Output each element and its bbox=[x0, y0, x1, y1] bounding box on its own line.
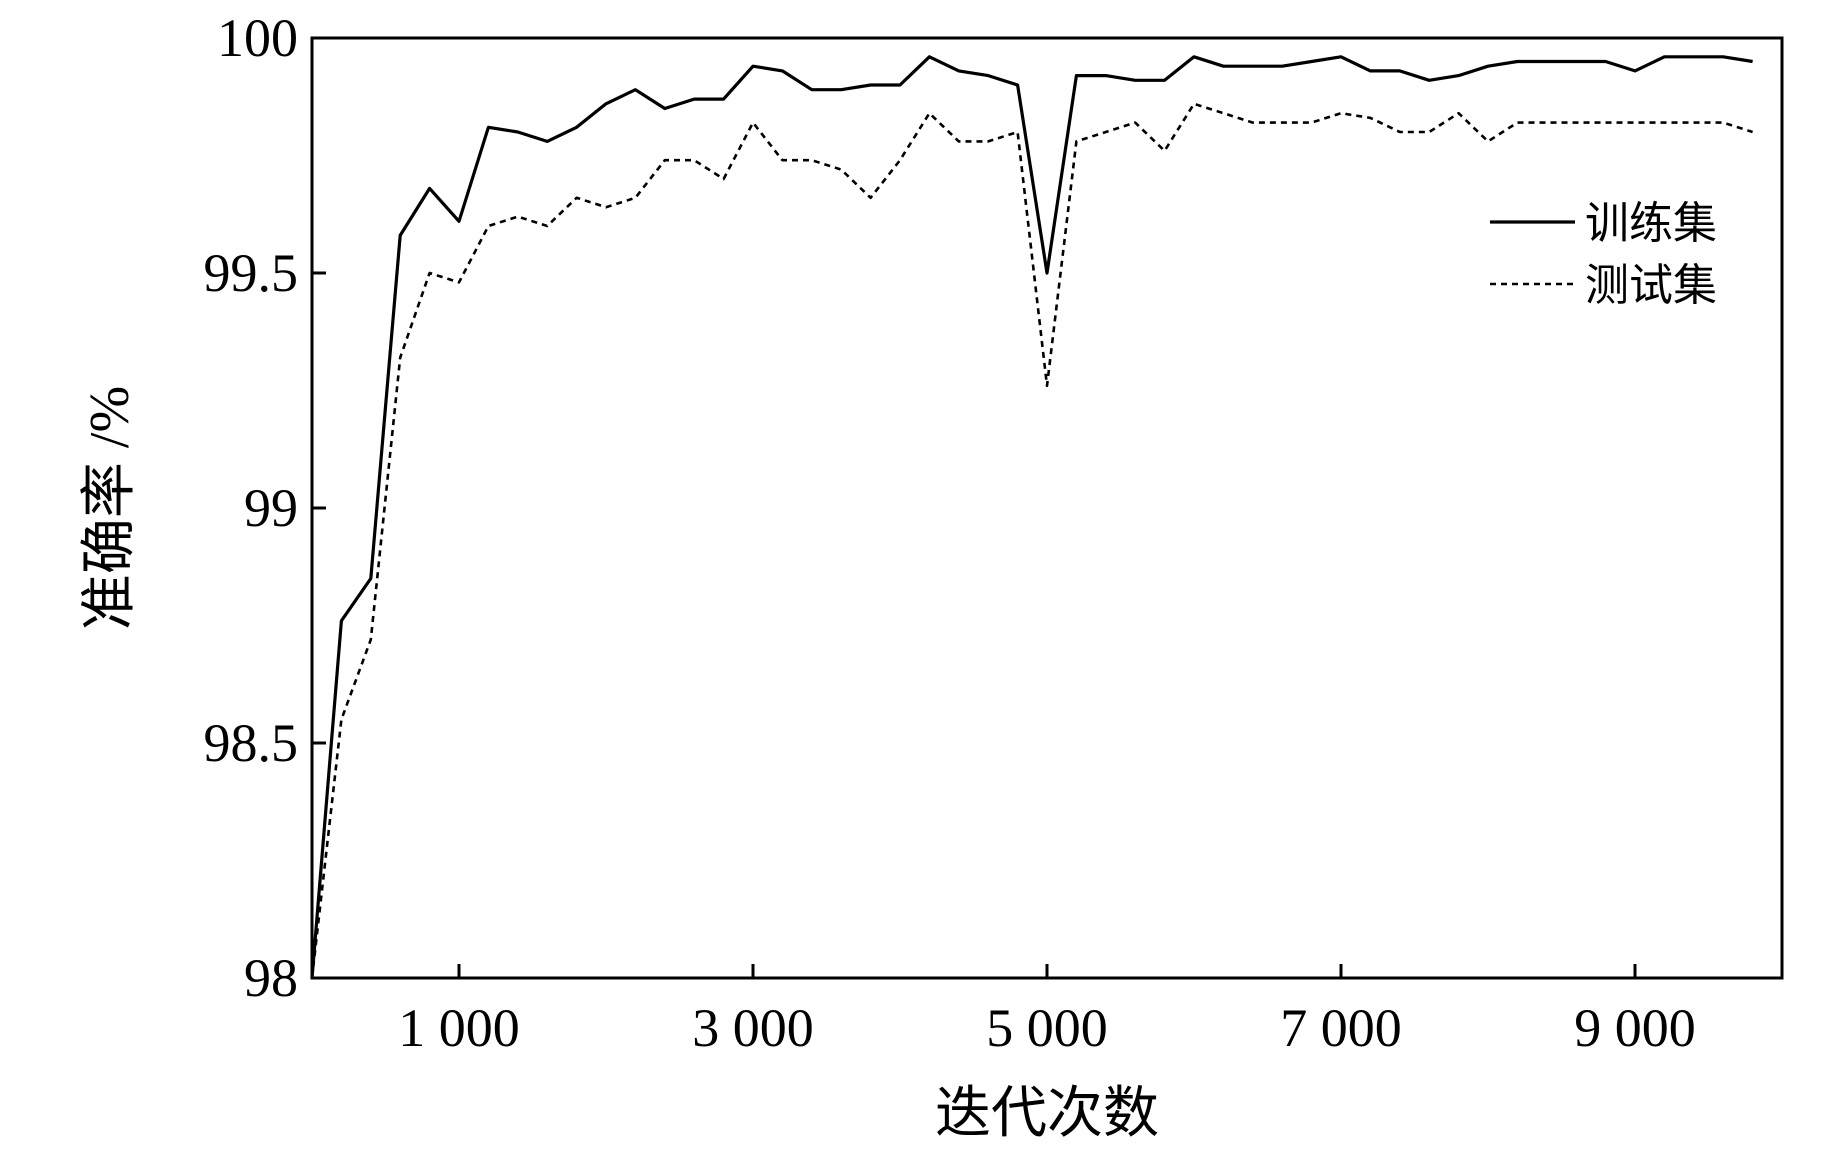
x-tick-label: 1 000 bbox=[398, 998, 520, 1058]
x-tick-label: 9 000 bbox=[1574, 998, 1696, 1058]
series-line-train bbox=[310, 55, 1753, 979]
y-axis-title: 准确率 /% bbox=[79, 386, 141, 630]
y-tick-label: 98.5 bbox=[204, 713, 299, 773]
y-tick-label: 99.5 bbox=[204, 243, 299, 303]
x-tick-label: 5 000 bbox=[986, 998, 1108, 1058]
legend-label-train: 训练集 bbox=[1585, 199, 1717, 248]
series-layer bbox=[310, 55, 1753, 979]
y-tick-label: 99 bbox=[244, 478, 298, 538]
y-tick-label: 100 bbox=[217, 8, 298, 68]
series-line-test bbox=[310, 102, 1753, 979]
plot-frame bbox=[310, 36, 1784, 980]
x-axis-title: 迭代次数 bbox=[935, 1083, 1159, 1145]
y-tick-label: 98 bbox=[244, 948, 298, 1008]
tick-layer: 1 000 3 000 5 000 7 000 9 000 98 98.5 99 99.5 100 bbox=[204, 8, 1696, 1058]
x-tick-label: 7 000 bbox=[1280, 998, 1402, 1058]
x-tick-label: 3 000 bbox=[692, 998, 814, 1058]
legend-label-test: 测试集 bbox=[1585, 261, 1717, 310]
